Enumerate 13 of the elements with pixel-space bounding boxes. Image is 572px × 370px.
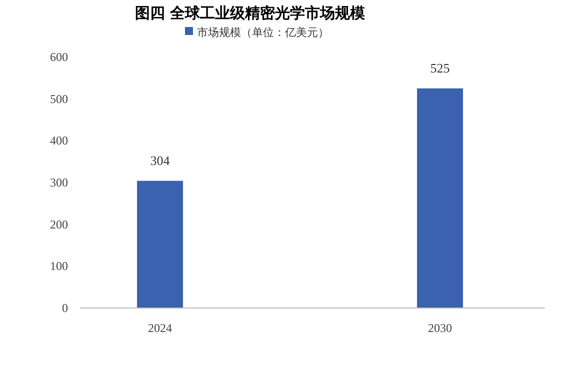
y-tick-label: 600 — [50, 50, 68, 64]
x-tick-label: 2024 — [148, 321, 172, 335]
y-tick-label: 0 — [62, 301, 68, 315]
y-tick-label: 100 — [50, 259, 68, 274]
data-label: 525 — [430, 60, 450, 76]
y-tick-label: 500 — [50, 92, 68, 106]
y-tick-label: 300 — [50, 176, 68, 190]
y-tick-label: 200 — [50, 217, 68, 232]
chart-title: 图四 全球工业级精密光学市场规模 — [134, 4, 366, 22]
data-label: 304 — [150, 152, 170, 168]
x-tick-label: 2030 — [428, 321, 452, 335]
y-tick-label: 400 — [50, 134, 68, 148]
legend-label: 市场规模（单位：亿美元） — [197, 26, 329, 39]
